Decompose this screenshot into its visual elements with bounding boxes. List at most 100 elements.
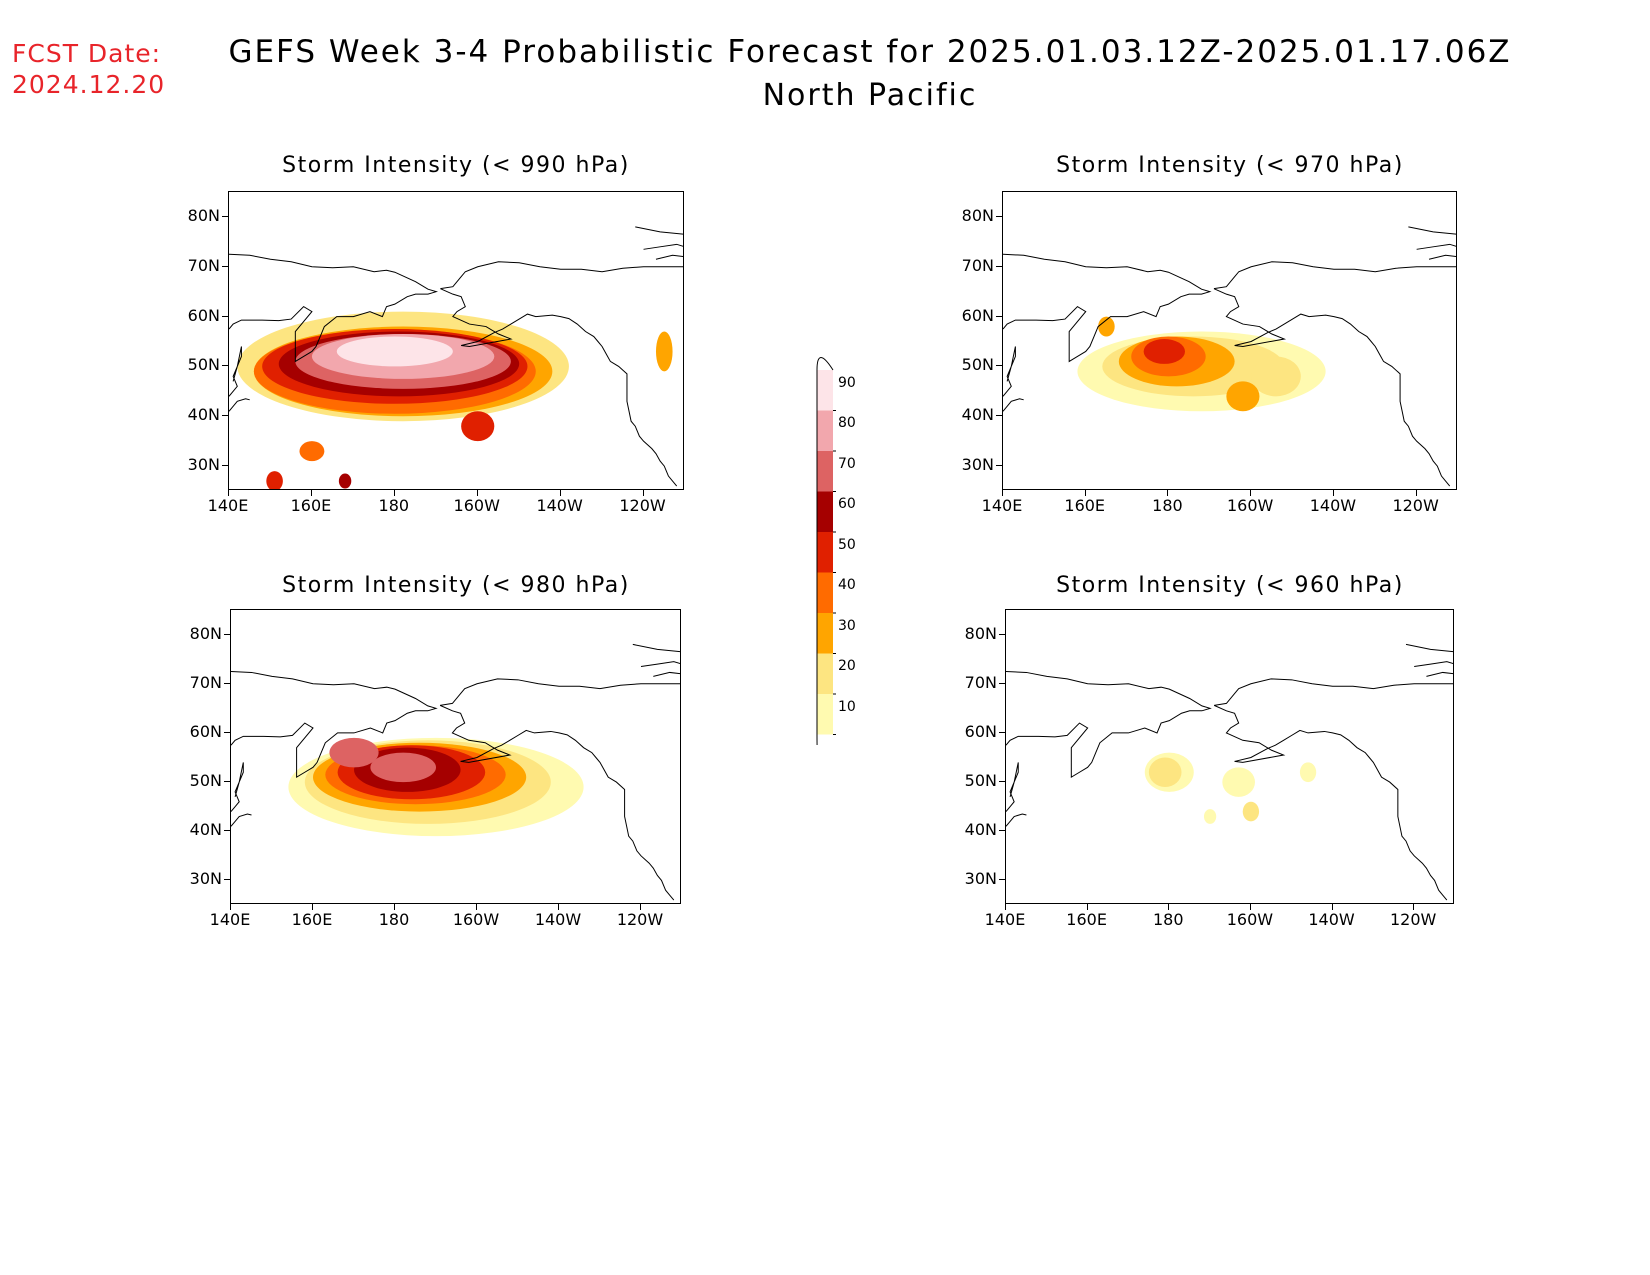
panel-title-990: Storm Intensity (< 990 hPa) [282, 153, 630, 178]
lon-label: 140W [536, 496, 583, 515]
lon-tick [1250, 490, 1252, 496]
lon-label: 140E [207, 496, 249, 515]
lon-tick [1084, 490, 1086, 496]
lon-tick [1415, 490, 1417, 496]
panel-title-970: Storm Intensity (< 970 hPa) [1056, 153, 1404, 178]
panel-title-960: Storm Intensity (< 960 hPa) [1056, 573, 1404, 598]
lat-label: 30N [964, 869, 997, 889]
map-panel-980 [230, 609, 681, 904]
lat-label: 70N [187, 255, 220, 275]
probability-contour [336, 336, 453, 367]
coastline [440, 288, 678, 487]
lat-tick [999, 682, 1005, 684]
lon-label: 120W [1392, 496, 1439, 515]
lat-label: 50N [964, 771, 997, 791]
map-panel-960 [1005, 609, 1454, 904]
coastline [231, 813, 252, 827]
coastline [1003, 253, 1212, 363]
colorbar-label: 30 [838, 617, 856, 634]
lat-tick [224, 682, 230, 684]
lon-tick [230, 904, 231, 910]
lat-tick [999, 781, 1005, 783]
lon-label: 140W [1308, 910, 1355, 929]
lon-label: 140E [981, 496, 1023, 515]
lat-label: 30N [189, 869, 222, 889]
coastline [1006, 813, 1027, 827]
colorbar-label: 80 [838, 415, 856, 431]
probability-contour [1098, 316, 1115, 337]
coastline [439, 704, 675, 901]
forecast-date-block: FCST Date: 2024.12.20 [12, 38, 165, 100]
lon-label: 180 [378, 496, 410, 515]
coastline [1405, 643, 1453, 653]
lon-label: 140E [209, 910, 251, 929]
lon-tick [558, 904, 559, 910]
lon-tick [310, 490, 312, 496]
probability-contour [1143, 339, 1185, 364]
lon-tick [1331, 904, 1333, 910]
coastline [1414, 661, 1453, 668]
map-panel-970 [1002, 191, 1457, 490]
coastline [655, 254, 683, 260]
colorbar-swatch [817, 532, 833, 573]
lon-label: 120W [616, 910, 664, 929]
colorbar-label: 70 [838, 455, 856, 472]
coastline [1408, 226, 1456, 235]
lon-tick [1167, 490, 1169, 496]
lon-tick [393, 490, 395, 496]
probability-contour [1203, 809, 1217, 824]
probability-contour [329, 737, 379, 768]
colorbar-swatch [817, 613, 833, 654]
lat-tick [996, 215, 1002, 217]
lat-label: 50N [961, 355, 994, 375]
lon-tick [1168, 904, 1170, 910]
forecast-date-value: 2024.12.20 [12, 70, 166, 99]
lat-tick [996, 365, 1002, 367]
lon-label: 160E [290, 496, 332, 515]
coastline [231, 670, 438, 779]
lat-label: 50N [187, 355, 220, 375]
coastline [229, 346, 242, 397]
probability-contour [1148, 757, 1182, 787]
lon-label: 160E [1066, 910, 1107, 929]
lat-tick [222, 215, 228, 217]
page-title: GEFS Week 3-4 Probabilistic Forecast for… [228, 34, 1512, 70]
lat-tick [999, 633, 1005, 635]
colorbar-swatch [817, 451, 833, 492]
lat-label: 30N [961, 455, 994, 475]
lat-tick [996, 465, 1002, 467]
map-panel-990 [228, 191, 684, 490]
map-plot [229, 226, 683, 489]
probability-contour [1299, 762, 1317, 783]
coastline [1428, 254, 1456, 260]
probability-contour [1226, 381, 1260, 412]
lat-label: 30N [187, 455, 220, 475]
lat-tick [996, 265, 1002, 267]
probability-contour [1251, 356, 1301, 397]
lon-label: 160E [1064, 496, 1106, 515]
colorbar: 10 20 30 40 50 60 70 80 90 [800, 335, 860, 765]
lat-label: 40N [187, 405, 220, 425]
coastline [643, 243, 683, 250]
lat-label: 60N [961, 305, 994, 325]
lon-tick [394, 904, 395, 910]
lat-tick [996, 415, 1002, 417]
probability-contour [338, 473, 352, 489]
lat-tick [999, 731, 1005, 733]
probability-contour [370, 752, 436, 783]
lon-label: 120W [619, 496, 666, 515]
lon-tick [1413, 904, 1415, 910]
coastline [231, 762, 244, 812]
probability-contour [461, 411, 495, 442]
lon-tick [640, 904, 641, 910]
lat-label: 50N [189, 771, 222, 791]
colorbar-label: 20 [838, 658, 856, 674]
lat-tick [224, 830, 230, 832]
lat-tick [224, 781, 230, 783]
lon-tick [642, 490, 644, 496]
probability-contour [266, 471, 283, 489]
coastline [229, 398, 250, 412]
colorbar-swatch [817, 694, 833, 735]
probability-contour [299, 441, 325, 462]
coastline [632, 643, 680, 653]
